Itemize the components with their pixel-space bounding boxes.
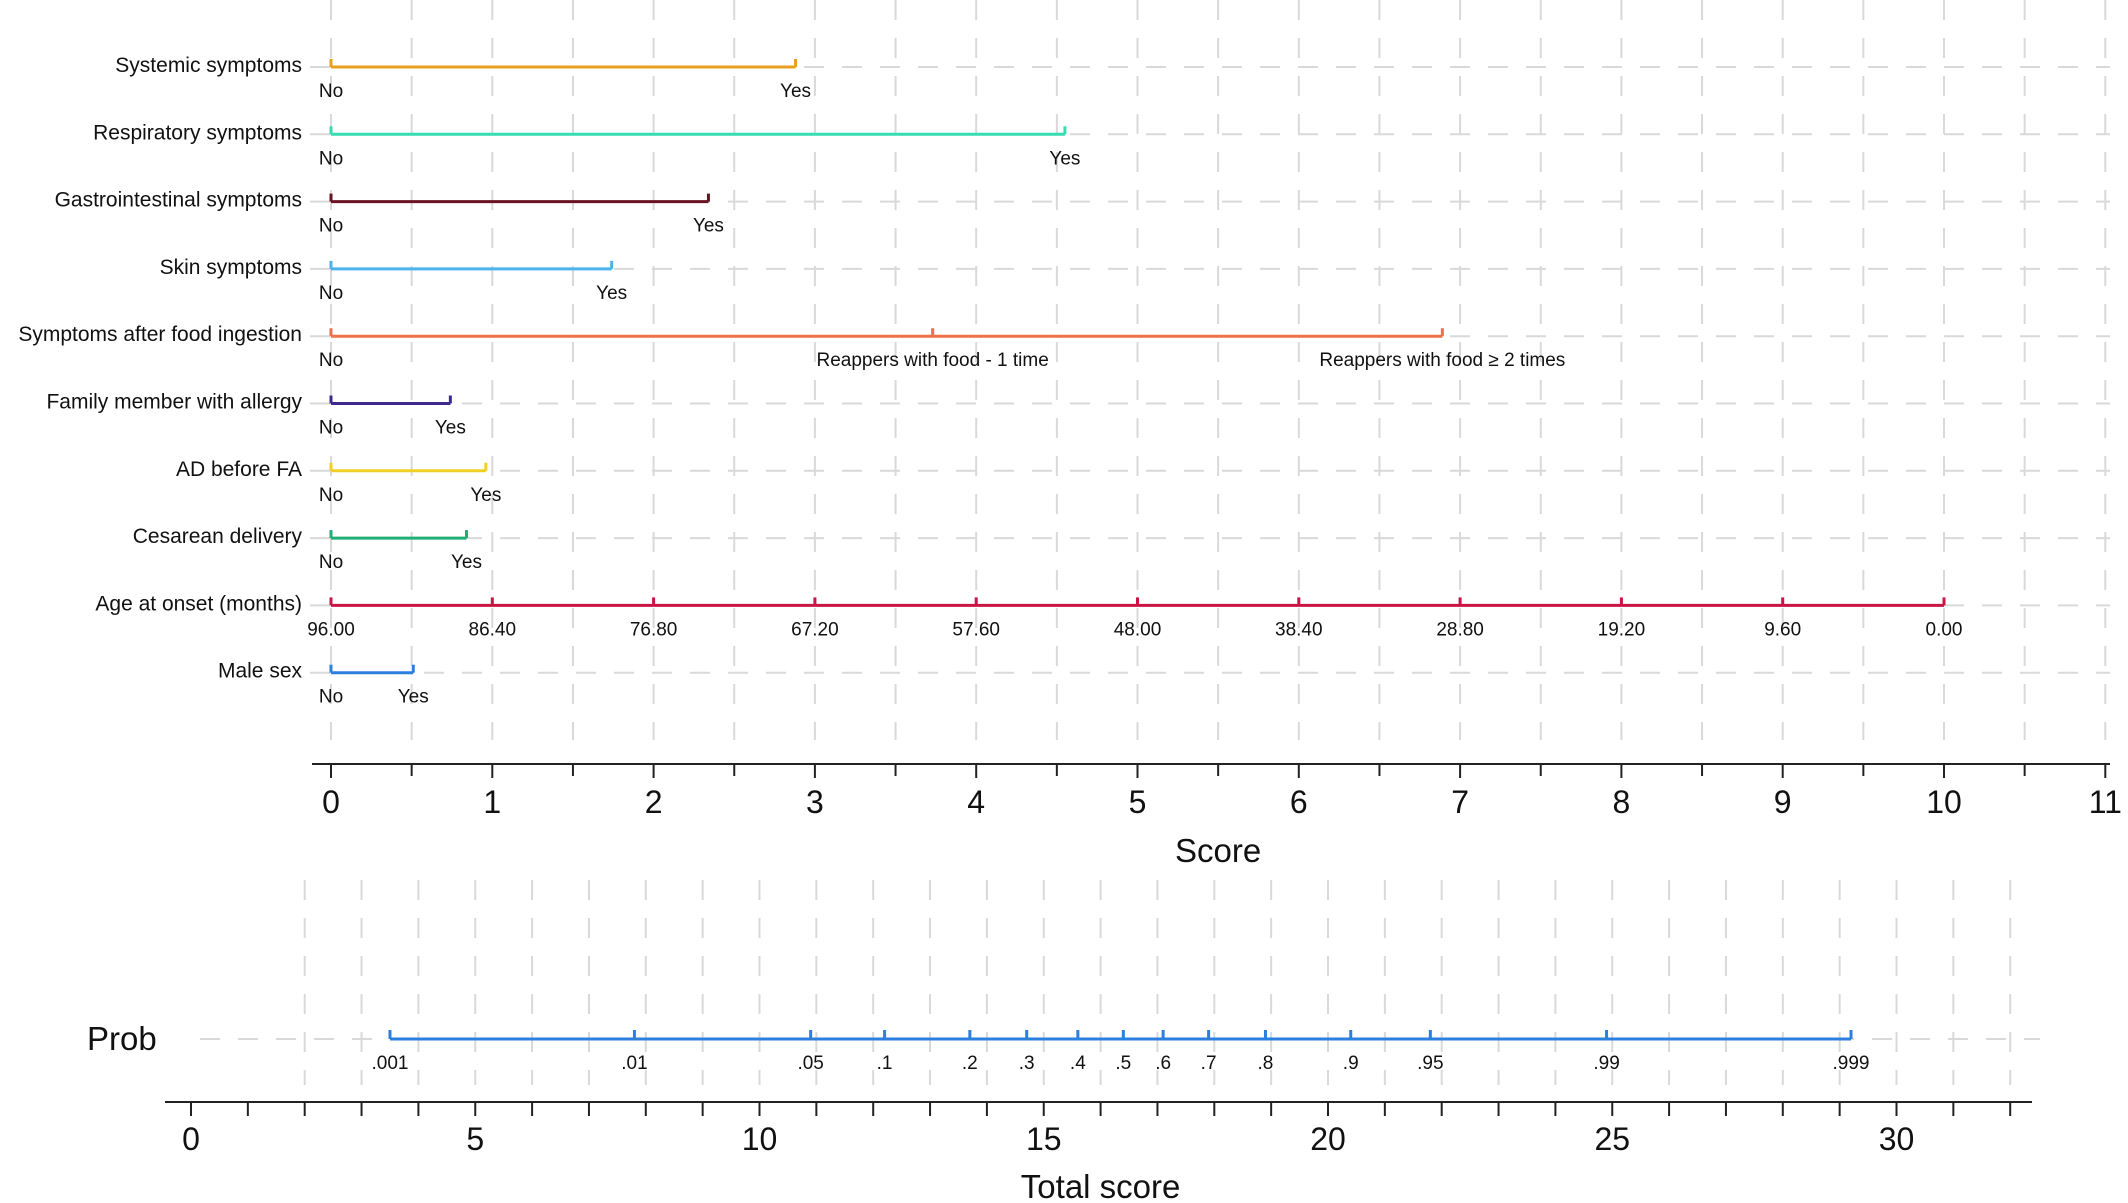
total-score-axis-title: Total score bbox=[1021, 1168, 1181, 1203]
variable-point-label: No bbox=[319, 81, 343, 102]
variable-row: Cesarean delivery No Yes bbox=[133, 525, 482, 573]
variable-row: Family member with allergy No Yes bbox=[46, 391, 465, 439]
prob-scale: .001 .01 .05 .1 .2 .3 .4 .5 .6 .7 .8 .9 .95 .99 .999 bbox=[371, 1030, 1870, 1074]
prob-tick-label: .99 bbox=[1593, 1053, 1619, 1074]
prob-tick-label: .001 bbox=[371, 1053, 408, 1074]
total-tick-label: 10 bbox=[742, 1121, 778, 1157]
variable-point-label: Yes bbox=[780, 81, 811, 102]
variable-point-label: No bbox=[319, 283, 343, 304]
variable-name: Respiratory symptoms bbox=[93, 121, 302, 144]
prob-tick-label: .95 bbox=[1417, 1053, 1443, 1074]
variable-row: Age at onset (months)96.00 86.40 76.80 67.2… bbox=[95, 592, 1962, 640]
prob-tick-label: .7 bbox=[1201, 1053, 1217, 1074]
variable-row: Respiratory symptoms No Yes bbox=[93, 121, 1080, 169]
variable-point-label: 76.80 bbox=[630, 619, 678, 640]
variable-point-label: Yes bbox=[470, 485, 501, 506]
score-tick-label: 6 bbox=[1290, 784, 1308, 820]
score-tick-label: 3 bbox=[806, 784, 824, 820]
score-tick-label: 8 bbox=[1613, 784, 1631, 820]
score-gridlines bbox=[310, 0, 2110, 740]
variable-point-label: No bbox=[319, 485, 343, 506]
score-tick-label: 4 bbox=[967, 784, 985, 820]
variable-point-label: No bbox=[319, 148, 343, 169]
variable-name: Skin symptoms bbox=[160, 256, 302, 279]
variable-row: Systemic symptoms No Yes bbox=[115, 54, 811, 102]
score-tick-label: 2 bbox=[645, 784, 663, 820]
score-tick-label: 9 bbox=[1774, 784, 1792, 820]
variable-point-label: 96.00 bbox=[307, 619, 355, 640]
variable-point-label: No bbox=[319, 216, 343, 237]
score-axis-title: Score bbox=[1175, 832, 1261, 869]
prob-tick-label: .01 bbox=[621, 1053, 647, 1074]
score-tick-label: 7 bbox=[1451, 784, 1469, 820]
prob-title: Prob bbox=[87, 1020, 157, 1057]
variable-point-label: Yes bbox=[1049, 148, 1080, 169]
prob-tick-label: .05 bbox=[797, 1053, 823, 1074]
variable-name: Systemic symptoms bbox=[115, 54, 302, 77]
total-tick-label: 5 bbox=[466, 1121, 484, 1157]
variable-row: AD before FA No Yes bbox=[176, 458, 501, 506]
variable-point-label: 19.20 bbox=[1598, 619, 1646, 640]
total-score-axis: 0 5 10 15 20 25 30 bbox=[165, 1101, 2032, 1157]
prob-tick-label: .6 bbox=[1155, 1053, 1171, 1074]
variable-name: AD before FA bbox=[176, 458, 302, 481]
total-tick-label: 25 bbox=[1594, 1121, 1630, 1157]
variable-name: Cesarean delivery bbox=[133, 525, 303, 548]
variable-point-label: Yes bbox=[398, 687, 429, 708]
prob-tick-label: .1 bbox=[877, 1053, 893, 1074]
variable-point-label: Yes bbox=[596, 283, 627, 304]
variable-row: Skin symptoms No Yes bbox=[160, 256, 628, 304]
variable-point-label: No bbox=[319, 350, 343, 371]
prob-tick-label: .8 bbox=[1258, 1053, 1274, 1074]
total-tick-label: 30 bbox=[1879, 1121, 1915, 1157]
prob-tick-label: .4 bbox=[1070, 1053, 1086, 1074]
score-tick-label: 11 bbox=[2089, 784, 2122, 820]
variable-point-label: No bbox=[319, 687, 343, 708]
variable-point-label: No bbox=[319, 552, 343, 573]
variable-row: Male sex No Yes bbox=[218, 660, 429, 708]
total-tick-label: 15 bbox=[1026, 1121, 1062, 1157]
prob-tick-label: .999 bbox=[1833, 1053, 1870, 1074]
variable-point-label: 67.20 bbox=[791, 619, 839, 640]
variable-point-label: Yes bbox=[435, 418, 466, 439]
score-tick-label: 10 bbox=[1926, 784, 1962, 820]
variable-point-label: 48.00 bbox=[1114, 619, 1162, 640]
prob-tick-label: .5 bbox=[1115, 1053, 1131, 1074]
variable-point-label: 28.80 bbox=[1436, 619, 1484, 640]
score-tick-label: 1 bbox=[483, 784, 501, 820]
variable-row: Symptoms after food ingestion No Reappers … bbox=[18, 323, 1565, 371]
variable-point-label: 86.40 bbox=[469, 619, 517, 640]
variable-row: Gastrointestinal symptoms No Yes bbox=[55, 189, 724, 237]
variable-name: Age at onset (months) bbox=[95, 592, 302, 615]
variable-point-label: Yes bbox=[693, 216, 724, 237]
variable-name: Male sex bbox=[218, 660, 303, 683]
variable-point-label: 57.60 bbox=[952, 619, 1000, 640]
variable-name: Gastrointestinal symptoms bbox=[55, 189, 302, 212]
prob-tick-label: .2 bbox=[962, 1053, 978, 1074]
variable-point-label: 9.60 bbox=[1764, 619, 1801, 640]
variable-point-label: Reappers with food - 1 time bbox=[816, 350, 1048, 371]
variable-point-label: Yes bbox=[451, 552, 482, 573]
variable-point-label: 38.40 bbox=[1275, 619, 1323, 640]
variable-point-label: 0.00 bbox=[1926, 619, 1963, 640]
variable-name: Family member with allergy bbox=[46, 391, 302, 414]
variable-name: Symptoms after food ingestion bbox=[18, 323, 302, 346]
prob-tick-label: .3 bbox=[1019, 1053, 1035, 1074]
total-tick-label: 20 bbox=[1310, 1121, 1346, 1157]
score-tick-label: 0 bbox=[322, 784, 340, 820]
score-axis: 0 1 2 3 4 5 6 7 8 9 10 11 bbox=[312, 763, 2122, 820]
variable-point-label: Reappers with food ≥ 2 times bbox=[1319, 350, 1565, 371]
score-tick-label: 5 bbox=[1129, 784, 1147, 820]
variable-point-label: No bbox=[319, 418, 343, 439]
total-tick-label: 0 bbox=[182, 1121, 200, 1157]
prob-tick-label: .9 bbox=[1343, 1053, 1359, 1074]
